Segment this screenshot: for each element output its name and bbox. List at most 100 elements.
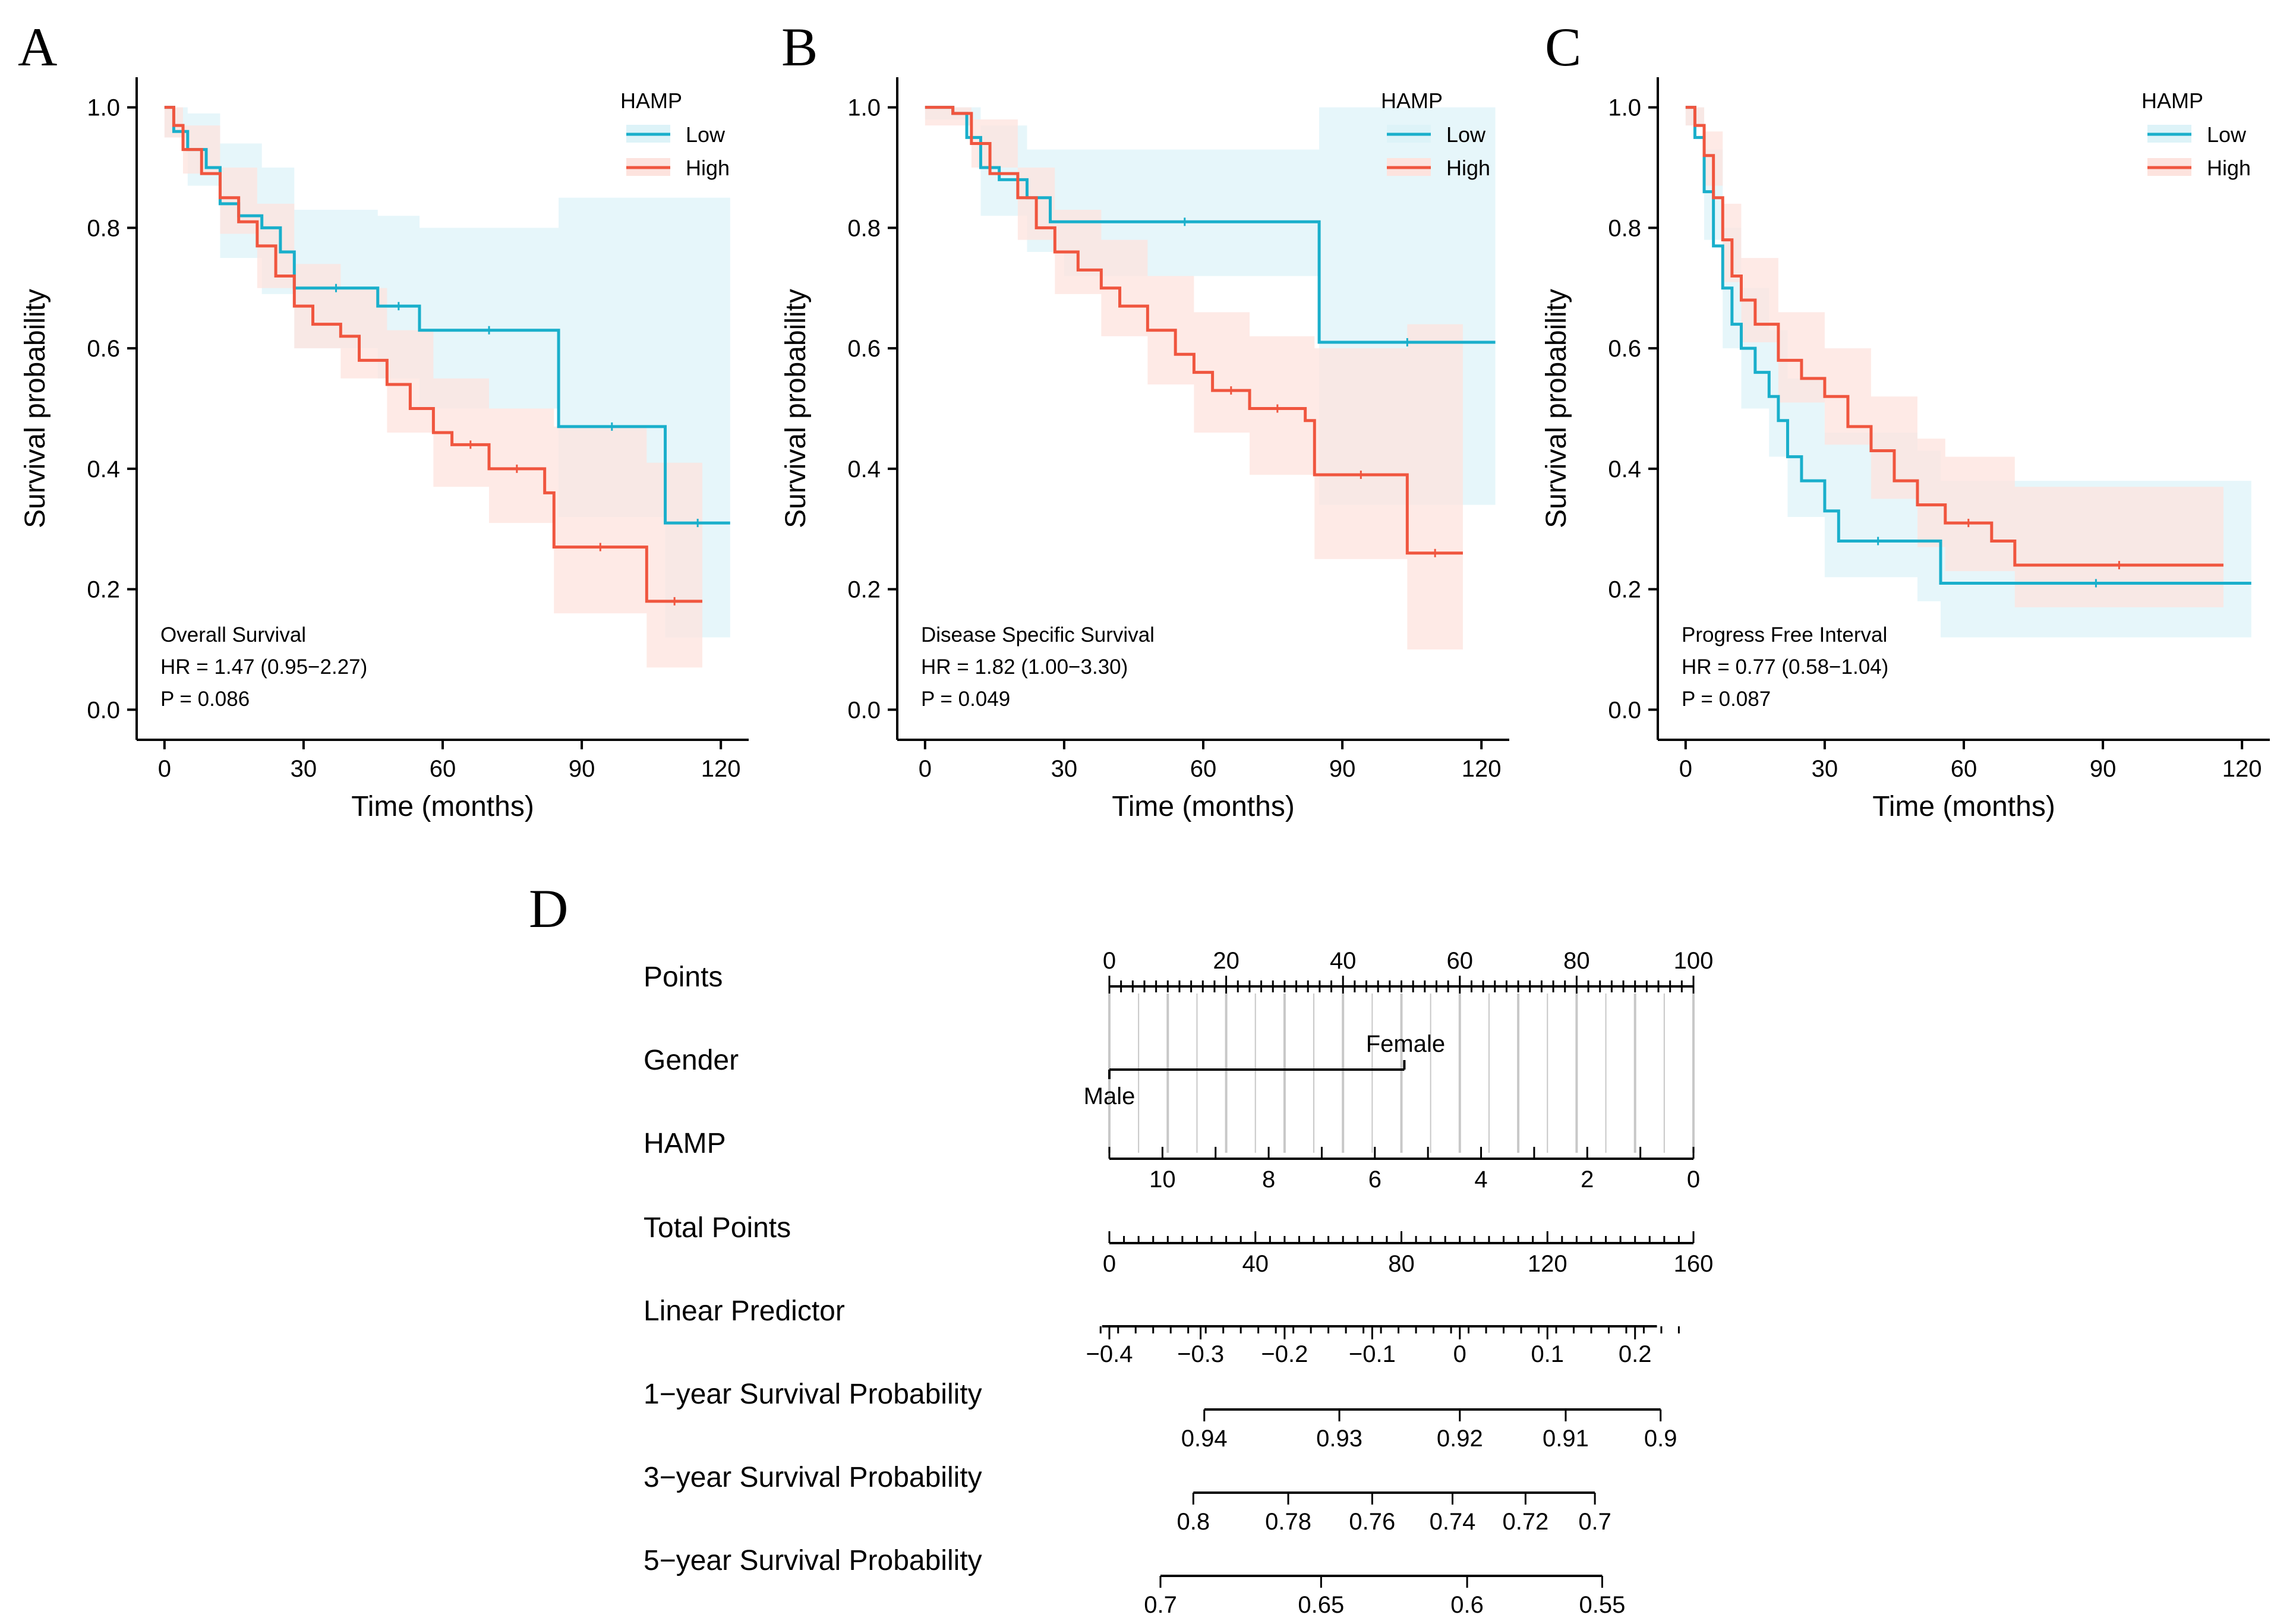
y-tick-label: 0.8 xyxy=(87,215,120,241)
hamp-tick-label: 0 xyxy=(1687,1166,1700,1193)
survival-prob-tick-label: 0.92 xyxy=(1437,1426,1483,1452)
legend-label-low: Low xyxy=(686,122,726,147)
x-tick-label: 30 xyxy=(291,756,317,782)
y-tick-label: 0.4 xyxy=(87,456,120,483)
total-points-tick-label: 120 xyxy=(1528,1251,1567,1277)
points-tick-label: 0 xyxy=(1103,948,1116,974)
stats-annotation: P = 0.086 xyxy=(160,688,250,711)
linear-predictor-tick-label: −0.2 xyxy=(1261,1341,1308,1367)
survival-prob-tick-label: 0.74 xyxy=(1430,1509,1476,1535)
x-tick-label: 0 xyxy=(919,756,932,782)
survival-prob-tick-label: 0.7 xyxy=(1578,1509,1611,1535)
panel-letter: D xyxy=(529,878,568,939)
legend-title: HAMP xyxy=(620,89,682,113)
hamp-tick-label: 10 xyxy=(1149,1166,1176,1193)
x-tick-label: 90 xyxy=(2090,756,2117,782)
panel-letter: C xyxy=(1545,17,1581,77)
legend-label-high: High xyxy=(2207,156,2251,180)
total-points-tick-label: 0 xyxy=(1103,1251,1116,1277)
points-tick-label: 100 xyxy=(1674,948,1714,974)
x-tick-label: 120 xyxy=(701,756,741,782)
linear-predictor-tick-label: 0.1 xyxy=(1531,1341,1564,1367)
survival-prob-tick-label: 0.7 xyxy=(1144,1592,1177,1618)
legend-label-low: Low xyxy=(1446,122,1486,147)
x-axis-title: Time (months) xyxy=(351,791,534,822)
nomogram-row-label: 5−year Survival Probability xyxy=(644,1545,982,1576)
total-points-tick-label: 160 xyxy=(1674,1251,1714,1277)
linear-predictor-tick-label: −0.3 xyxy=(1177,1341,1224,1367)
y-tick-label: 0.6 xyxy=(87,336,120,362)
survival-prob-tick-label: 0.55 xyxy=(1579,1592,1625,1618)
linear-predictor-tick-label: −0.4 xyxy=(1086,1341,1133,1367)
y-axis-title: Survival probability xyxy=(780,289,812,528)
survival-prob-tick-label: 0.93 xyxy=(1316,1426,1362,1452)
x-tick-label: 90 xyxy=(569,756,595,782)
panel-letter: A xyxy=(18,17,57,77)
survival-prob-tick-label: 0.65 xyxy=(1298,1592,1344,1618)
x-tick-label: 120 xyxy=(2222,756,2262,782)
x-tick-label: 60 xyxy=(1951,756,1977,782)
stats-annotation: P = 0.049 xyxy=(921,688,1010,711)
stats-annotation: Disease Specific Survival xyxy=(921,623,1155,647)
survival-prob-tick-label: 0.8 xyxy=(1177,1509,1210,1535)
nomogram-row-label: Total Points xyxy=(644,1212,791,1244)
hamp-tick-label: 2 xyxy=(1581,1166,1594,1193)
y-tick-label: 0.0 xyxy=(847,697,881,723)
points-tick-label: 60 xyxy=(1447,948,1474,974)
panel-letter: B xyxy=(781,17,818,77)
x-axis-title: Time (months) xyxy=(1872,791,2055,822)
y-tick-label: 0.4 xyxy=(847,456,881,483)
nomogram-row-label: Linear Predictor xyxy=(644,1295,845,1327)
survival-prob-tick-label: 0.76 xyxy=(1349,1509,1395,1535)
panel-c-km-plot: C 0.0 0.2 0.4 0.6 0.8 1.0 0 30 60 90 120 Time (month… xyxy=(1541,17,2270,822)
panel-b-km-plot: B 0.0 0.2 0.4 0.6 0.8 1.0 0 30 60 90 120 Time (month… xyxy=(780,17,1509,822)
total-points-tick-label: 40 xyxy=(1242,1251,1269,1277)
x-tick-label: 0 xyxy=(1679,756,1692,782)
nomogram-row-label: Points xyxy=(644,961,723,993)
x-axis-title: Time (months) xyxy=(1112,791,1295,822)
linear-predictor-tick-label: 0.2 xyxy=(1619,1341,1652,1367)
km-curve-high xyxy=(925,106,1463,555)
x-tick-label: 90 xyxy=(1329,756,1356,782)
y-tick-label: 1.0 xyxy=(1608,95,1641,121)
y-tick-label: 0.4 xyxy=(1608,456,1641,483)
hamp-tick-label: 6 xyxy=(1368,1166,1382,1193)
hamp-tick-label: 8 xyxy=(1262,1166,1275,1193)
stats-annotation: HR = 1.82 (1.00−3.30) xyxy=(921,655,1128,679)
y-tick-label: 0.2 xyxy=(87,577,120,603)
survival-prob-tick-label: 0.72 xyxy=(1502,1509,1548,1535)
y-tick-label: 1.0 xyxy=(87,95,120,121)
survival-prob-tick-label: 0.9 xyxy=(1644,1426,1677,1452)
nomogram-row-label: 3−year Survival Probability xyxy=(644,1462,982,1493)
stats-annotation: Overall Survival xyxy=(160,623,306,647)
stats-annotation: P = 0.087 xyxy=(1682,688,1771,711)
x-tick-label: 120 xyxy=(1462,756,1502,782)
ci-band-high xyxy=(164,107,702,668)
y-tick-label: 0.0 xyxy=(87,697,120,723)
legend-label-low: Low xyxy=(2207,122,2247,147)
y-tick-label: 1.0 xyxy=(847,95,881,121)
ci-band-high xyxy=(925,107,1463,649)
x-tick-label: 60 xyxy=(430,756,456,782)
panel-a-km-plot: A 0.0 0.2 0.4 0.6 0.8 1.0 0 30 60 90 120 Time (month… xyxy=(18,17,749,822)
stats-annotation: Progress Free Interval xyxy=(1682,623,1887,647)
y-tick-label: 0.8 xyxy=(847,215,881,241)
nomogram-row-label: HAMP xyxy=(644,1128,726,1159)
gender-level-female: Female xyxy=(1366,1031,1445,1057)
points-tick-label: 20 xyxy=(1213,948,1239,974)
linear-predictor-tick-label: −0.1 xyxy=(1349,1341,1396,1367)
hamp-tick-label: 4 xyxy=(1474,1166,1487,1193)
survival-prob-tick-label: 0.91 xyxy=(1543,1426,1589,1452)
legend-label-high: High xyxy=(1446,156,1490,180)
nomogram-row-label: Gender xyxy=(644,1045,739,1076)
y-tick-label: 0.2 xyxy=(847,577,881,603)
x-tick-label: 60 xyxy=(1190,756,1217,782)
y-axis-title: Survival probability xyxy=(1541,289,1572,528)
x-tick-label: 30 xyxy=(1051,756,1078,782)
y-axis-title: Survival probability xyxy=(20,289,51,528)
stats-annotation: HR = 0.77 (0.58−1.04) xyxy=(1682,655,1888,679)
survival-prob-tick-label: 0.6 xyxy=(1450,1592,1484,1618)
km-curve-high xyxy=(1685,106,2223,567)
legend-title: HAMP xyxy=(2141,89,2203,113)
